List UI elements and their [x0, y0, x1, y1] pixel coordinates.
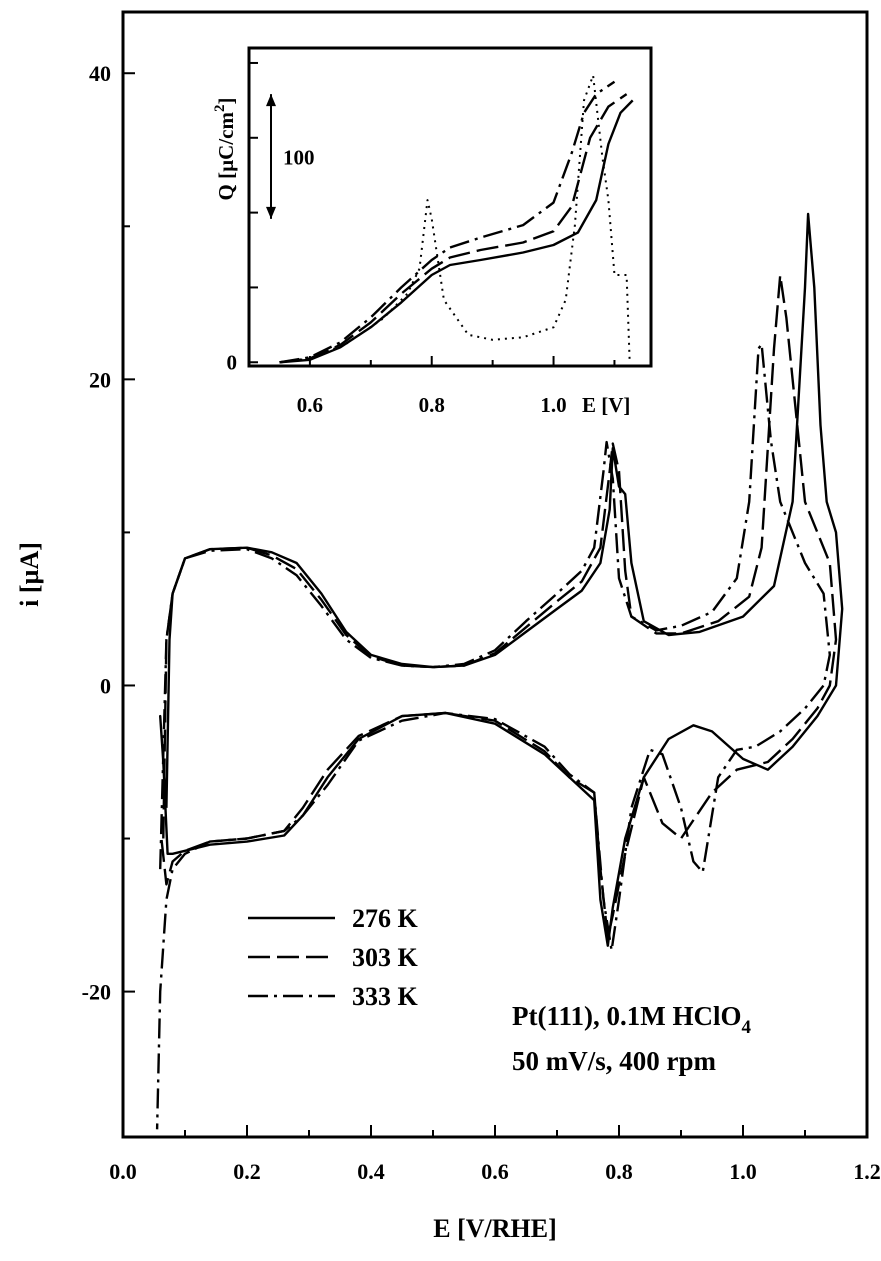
x-tick-label: 1.2 [853, 1159, 881, 1184]
legend-label: 333 K [352, 982, 419, 1011]
annotation-line-1: Pt(111), 0.1M HClO4 [512, 1001, 751, 1038]
annotation-subscript: 4 [741, 1017, 751, 1038]
inset-x-tick-label: 0.6 [297, 393, 323, 417]
inset-axis-ticks: 0.6 0.8 1.0 0 [227, 61, 616, 417]
inset-series-line [279, 80, 616, 364]
inset-series-group [279, 74, 634, 364]
main-series-group [155, 212, 844, 1130]
inset-y-axis-label: Q [µC/cm2] [212, 98, 238, 201]
y-tick-label: 0 [100, 673, 111, 698]
inset-x-tick-label: 1.0 [540, 393, 566, 417]
series-line-303k [160, 274, 838, 940]
inset-x-tick-label: 0.8 [419, 393, 445, 417]
y-tick-label: 20 [89, 367, 111, 392]
y-tick-label: 40 [89, 61, 111, 86]
legend-label: 276 K [352, 904, 419, 933]
legend-label: 303 K [352, 943, 419, 972]
x-tick-label: 0.0 [109, 1159, 137, 1184]
conditions-annotation: Pt(111), 0.1M HClO4 50 mV/s, 400 rpm [512, 1001, 751, 1076]
x-tick-label: 0.4 [357, 1159, 385, 1184]
y-axis-label: i [µA] [15, 542, 44, 607]
scale-bar-arrow-up [266, 94, 276, 107]
series-line-276k [158, 212, 844, 947]
annotation-line-2: 50 mV/s, 400 rpm [512, 1046, 716, 1076]
x-tick-label: 0.2 [233, 1159, 261, 1184]
x-tick-label: 0.8 [605, 1159, 633, 1184]
annotation-line-1-text: Pt(111), 0.1M HClO [512, 1001, 741, 1031]
inset-plot: 0.6 0.8 1.0 0 100 E [V] Q [µC/cm2] [212, 46, 653, 417]
inset-scale-bar: 100 [266, 94, 315, 219]
scale-bar-arrow-down [266, 206, 276, 219]
series-line-333k [155, 342, 831, 1130]
inset-y-tick-label: 0 [227, 350, 238, 374]
inset-series-line [279, 93, 628, 364]
x-axis-label: E [V/RHE] [433, 1214, 557, 1243]
inset-x-axis-label: E [V] [582, 393, 630, 417]
scale-bar-label: 100 [283, 145, 315, 169]
inset-plot-frame [247, 46, 653, 368]
x-tick-label: 0.6 [481, 1159, 509, 1184]
y-tick-label: -20 [82, 980, 111, 1005]
inset-series-line [279, 99, 634, 364]
legend: 276 K 303 K 333 K [248, 904, 419, 1011]
x-tick-label: 1.0 [729, 1159, 757, 1184]
